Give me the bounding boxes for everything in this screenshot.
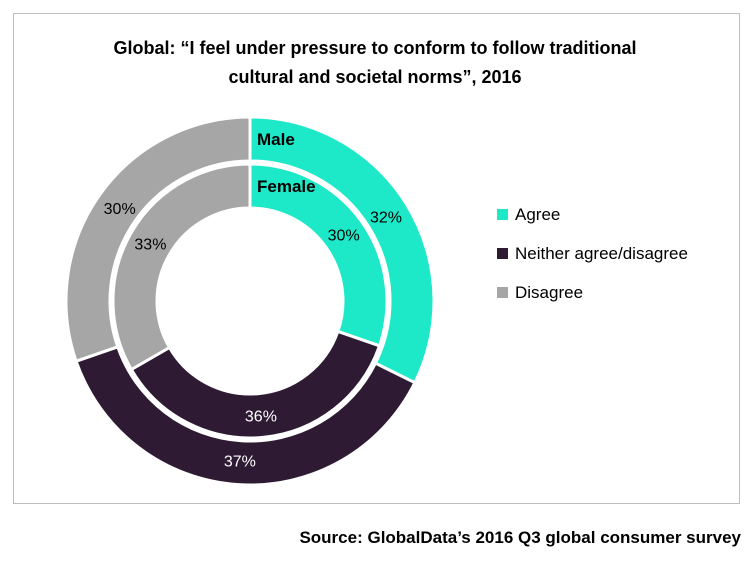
male-slice-agree: [248, 115, 436, 385]
male-label-disagree: 30%: [104, 201, 136, 218]
legend-label-neither: Neither agree/disagree: [515, 243, 688, 263]
outer-ring-male: [64, 115, 436, 487]
male-label-agree: 32%: [370, 210, 402, 227]
legend: Agree Neither agree/disagree Disagree: [497, 205, 688, 322]
chart-title-line-1: Global: “I feel under pressure to confor…: [113, 38, 637, 58]
legend-swatch-neither: [497, 248, 508, 259]
female-slice-neither: [129, 329, 382, 440]
female-ring-name: Female: [257, 177, 316, 196]
male-ring-name: Male: [257, 130, 295, 149]
inner-ring-female: [111, 162, 389, 440]
legend-item-disagree: Disagree: [497, 283, 688, 302]
legend-swatch-agree: [497, 209, 508, 220]
source-note: Source: GlobalData’s 2016 Q3 global cons…: [299, 528, 741, 547]
female-slice-disagree: [111, 162, 252, 372]
legend-swatch-disagree: [497, 287, 508, 298]
female-label-neither: 36%: [245, 408, 277, 425]
chart-title: Global: “I feel under pressure to confor…: [40, 34, 710, 92]
male-slice-disagree: [64, 115, 252, 364]
male-slice-neither: [74, 344, 417, 487]
legend-item-neither: Neither agree/disagree: [497, 244, 688, 263]
female-label-agree: 30%: [328, 227, 360, 244]
female-label-disagree: 33%: [134, 237, 166, 254]
legend-item-agree: Agree: [497, 205, 688, 224]
male-label-neither: 37%: [224, 454, 256, 471]
data-labels: 32% 37% 30% Male 30% 36% 33% Female: [104, 130, 402, 471]
legend-label-agree: Agree: [515, 204, 561, 224]
chart-title-line-2: cultural and societal norms”, 2016: [228, 67, 522, 87]
legend-label-disagree: Disagree: [515, 282, 584, 302]
